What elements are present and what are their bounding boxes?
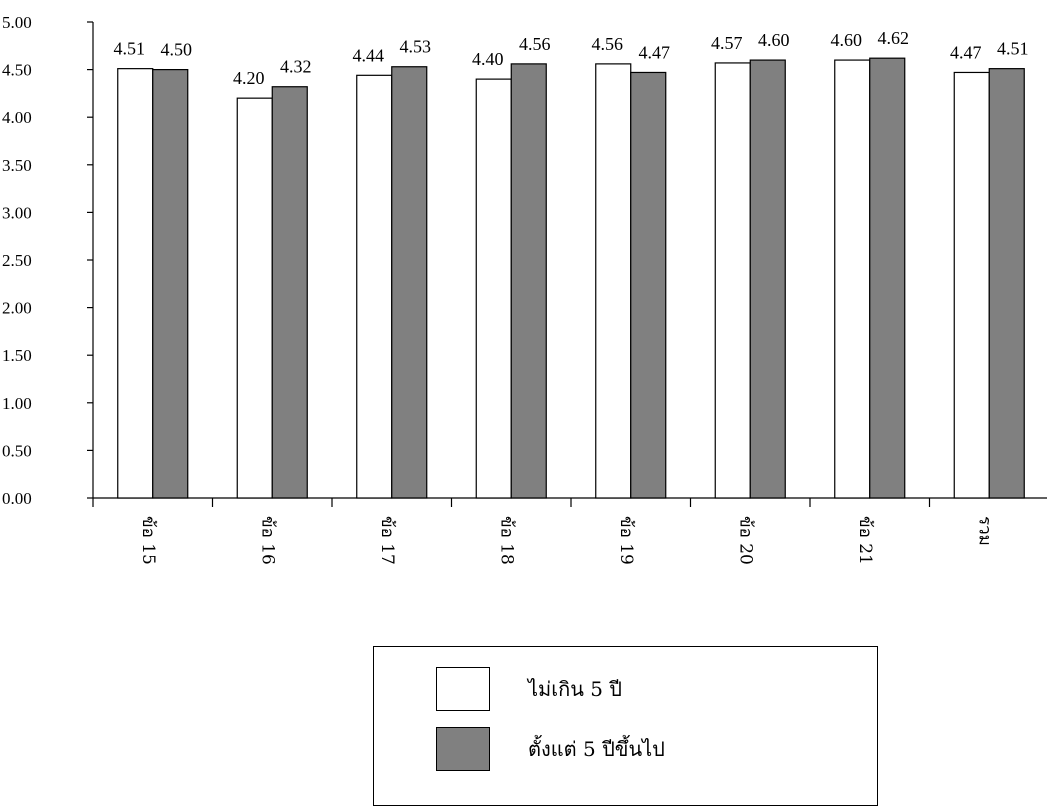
category-label: ข้อ 19 [616, 516, 636, 565]
category-label: ข้อ 15 [138, 516, 158, 565]
y-tick-label: 3.00 [2, 203, 32, 222]
category-label: ข้อ 21 [855, 516, 875, 565]
bar-5-years-up [988, 68, 1025, 499]
y-tick-label: 1.50 [2, 346, 32, 365]
legend-swatch-gray [436, 727, 490, 771]
category-label: ข้อ 17 [377, 516, 397, 565]
legend-label: ไม่เกิน 5 ปี [528, 677, 622, 701]
bar-chart: 0.00 0.50 1.00 1.50 2.00 2.50 3.00 3.50 4.00 4.50… [2, 13, 1047, 565]
data-label: 4.44 [353, 45, 385, 65]
category-label: ข้อ 20 [735, 516, 755, 565]
y-tick-label: 3.50 [2, 156, 32, 175]
bar-under-5-years [834, 59, 871, 499]
y-tick-label: 4.00 [2, 108, 32, 127]
bar-5-years-up [749, 59, 786, 499]
bar-5-years-up [152, 68, 189, 499]
data-label: 4.56 [519, 34, 551, 54]
category-label: ข้อ 16 [257, 516, 277, 565]
data-label: 4.51 [114, 39, 146, 59]
data-label: 4.62 [878, 28, 910, 48]
bar-under-5-years [953, 71, 990, 499]
bar-under-5-years [595, 63, 632, 499]
bar-under-5-years [475, 78, 512, 499]
y-axis: 0.00 0.50 1.00 1.50 2.00 2.50 3.00 3.50 4.00 4.50… [2, 13, 94, 508]
data-labels: 4.51 4.50 4.20 4.32 4.44 4.53 4.40 4.56 4.56 4.47… [114, 28, 1029, 88]
data-label: 4.53 [400, 37, 432, 57]
data-label: 4.47 [639, 42, 671, 62]
y-tick-label: 2.50 [2, 251, 32, 270]
y-tick-label: 2.00 [2, 299, 32, 318]
bar-5-years-up [391, 66, 428, 499]
category-label: รวม [974, 516, 994, 546]
legend-swatch-white [436, 667, 490, 711]
legend-label: ตั้งแต่ 5 ปีขึ้นไป [528, 737, 665, 761]
bar-under-5-years [356, 74, 393, 499]
data-label: 4.60 [831, 30, 863, 50]
legend: ไม่เกิน 5 ปี ตั้งแต่ 5 ปีขึ้นไป [373, 646, 878, 806]
y-tick-label: 4.50 [2, 61, 32, 80]
category-label: ข้อ 18 [496, 516, 516, 565]
x-axis [92, 497, 1047, 507]
data-label: 4.60 [758, 30, 790, 50]
bar-5-years-up [271, 86, 308, 499]
bar-5-years-up [510, 63, 547, 499]
legend-item-under-5-years: ไม่เกิน 5 ปี [436, 667, 622, 711]
bar-under-5-years [714, 62, 751, 499]
bars [117, 57, 1025, 499]
data-label: 4.32 [280, 57, 312, 77]
y-tick-label: 0.00 [2, 489, 32, 508]
bar-under-5-years [117, 68, 154, 499]
legend-item-5-years-up: ตั้งแต่ 5 ปีขึ้นไป [436, 727, 665, 771]
bar-under-5-years [236, 97, 273, 499]
y-tick-label: 1.00 [2, 394, 32, 413]
category-labels: ข้อ 15 ข้อ 16 ข้อ 17 ข้อ 18 ข้อ 19 ข้อ 20 ข้อ … [138, 516, 995, 565]
y-tick-label: 0.50 [2, 441, 32, 460]
data-label: 4.50 [161, 40, 193, 60]
data-label: 4.56 [592, 34, 624, 54]
data-label: 4.57 [711, 33, 743, 53]
bar-5-years-up [630, 71, 667, 499]
y-tick-label: 5.00 [2, 13, 32, 32]
data-label: 4.20 [233, 68, 265, 88]
bar-5-years-up [869, 57, 906, 499]
data-label: 4.51 [997, 39, 1029, 59]
data-label: 4.40 [472, 49, 504, 69]
data-label: 4.47 [950, 42, 982, 62]
